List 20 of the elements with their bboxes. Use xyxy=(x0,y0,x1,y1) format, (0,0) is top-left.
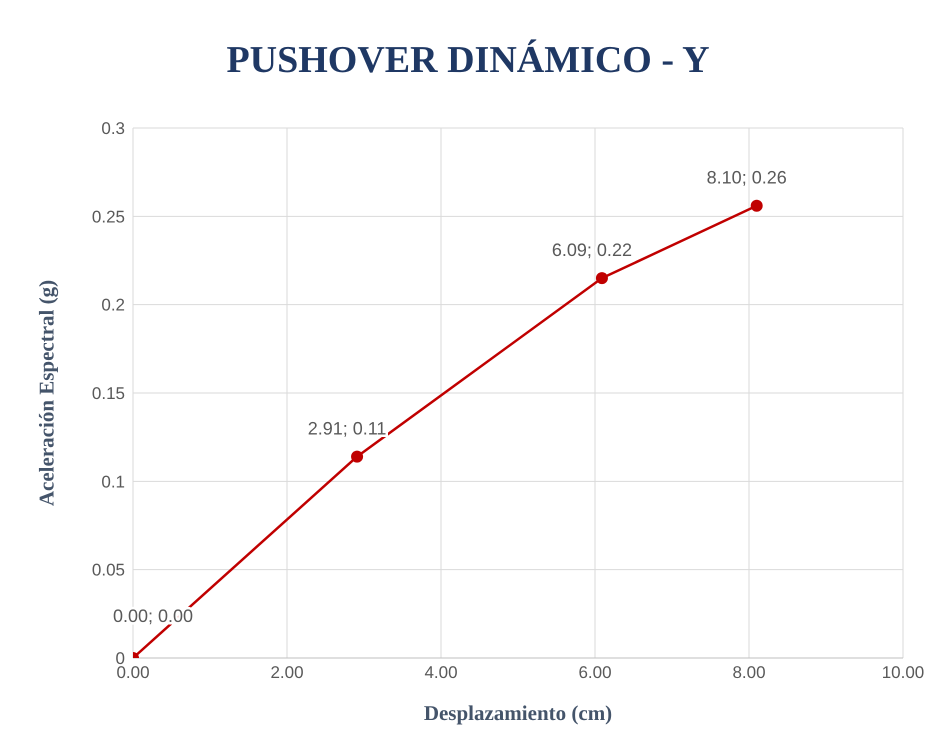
data-label: 2.91; 0.11 xyxy=(308,418,386,439)
y-tick-label: 0.05 xyxy=(92,560,125,580)
data-label: 6.09; 0.22 xyxy=(552,240,632,260)
point xyxy=(750,200,763,212)
y-tick-label: 0.3 xyxy=(101,119,125,138)
data-label: 8.10; 0.26 xyxy=(706,168,787,188)
y-tick-label: 0.2 xyxy=(101,296,125,315)
chart-title: PUSHOVER DINÁMICO - Y xyxy=(225,38,711,83)
point xyxy=(596,272,608,284)
x-tick-label: 10.00 xyxy=(882,663,924,682)
x-tick-label: 0.00 xyxy=(116,663,150,682)
y-tick-label: 0.15 xyxy=(92,384,125,404)
y-axis-title: Aceleración Espectral (g) xyxy=(34,280,58,506)
y-tick-label: 0.1 xyxy=(101,472,125,492)
x-axis-title: Desplazamiento (cm) xyxy=(424,701,612,725)
x-tick-label: 8.00 xyxy=(732,663,766,682)
x-tick-label: 2.00 xyxy=(270,663,304,682)
x-tick-label: 4.00 xyxy=(424,663,458,682)
x-tick-label: 6.00 xyxy=(578,663,612,682)
y-tick-label: 0.25 xyxy=(92,207,125,226)
